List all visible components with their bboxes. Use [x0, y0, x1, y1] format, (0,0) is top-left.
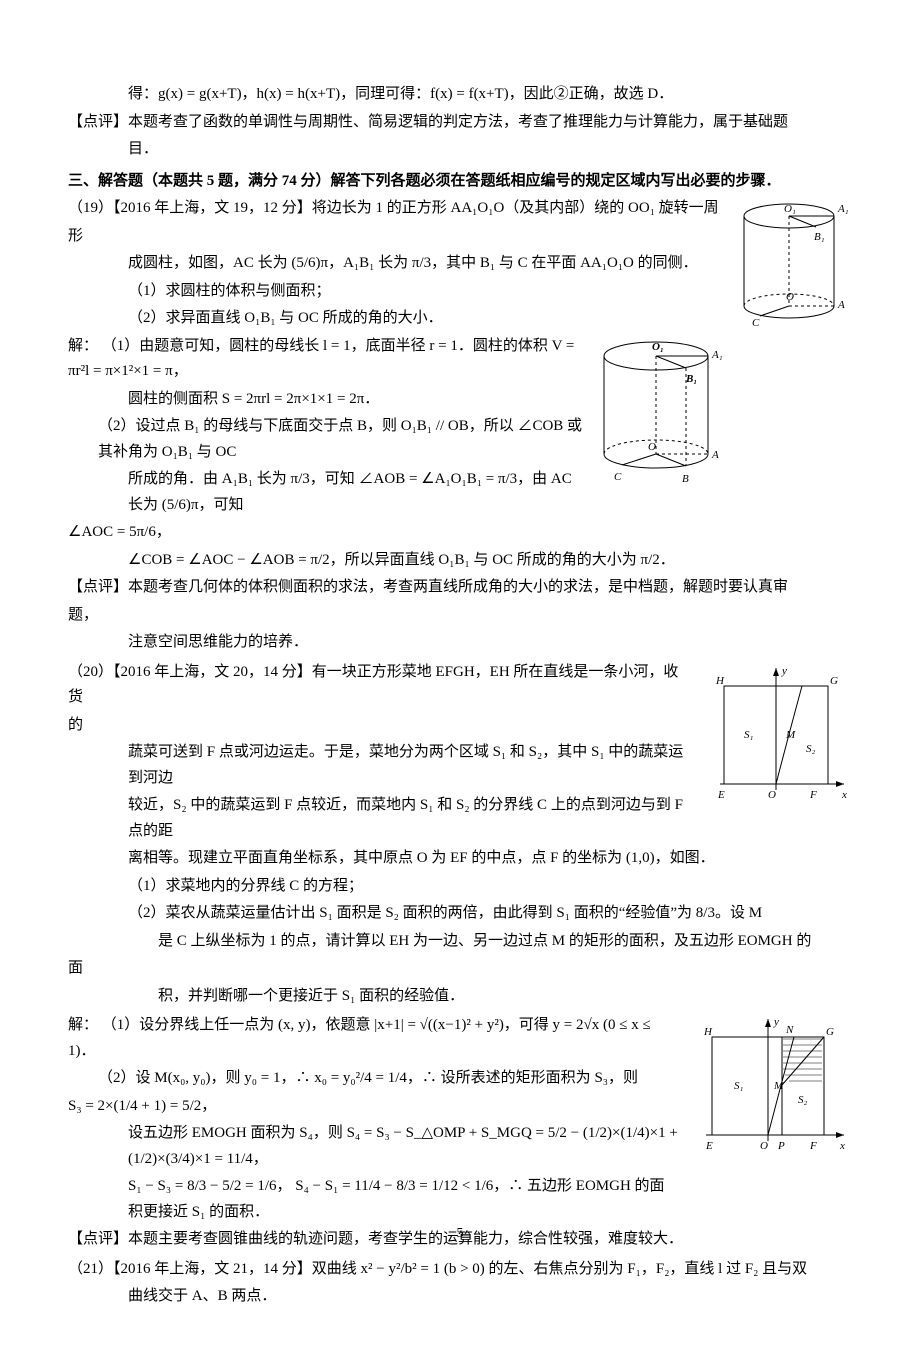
label2-A: A: [711, 449, 719, 461]
label2-O1: O₁: [652, 341, 664, 353]
sq2-H: H: [703, 1026, 713, 1038]
label2-A1: A₁: [711, 349, 723, 361]
sq1-S1: S₁: [744, 729, 754, 741]
q19-sol1a: （1）由题意可知，圆柱的母线长 l = 1，底面半径 r = 1．圆柱的体积 V…: [68, 338, 574, 380]
q19-sol-line: 解： （1）由题意可知，圆柱的母线长 l = 1，底面半径 r = 1．圆柱的体…: [68, 334, 852, 385]
q19-eq2: ∠COB = ∠AOC − ∠AOB = π/2，所以异面直线 O₁B₁ 与 O…: [68, 548, 852, 574]
sq2-P: P: [777, 1140, 785, 1152]
label-O: O: [786, 291, 794, 303]
pre-line1: 得：g(x) = g(x+T)，h(x) = h(x+T)，同理可得：f(x) …: [68, 82, 852, 108]
label2-B1: B₁: [685, 373, 697, 385]
sq1-F: F: [809, 789, 817, 801]
sq2-N: N: [785, 1024, 794, 1036]
pre-line3: 目．: [68, 137, 852, 163]
figure-cylinder-1: O₁ A₁ B₁ O A C: [734, 198, 852, 338]
label-A: A: [837, 299, 845, 311]
figure-square-1: H G E F O M S₁ S₂ x y: [702, 660, 852, 820]
label-B1: B₁: [814, 231, 825, 243]
q20-sub1: （1）求菜地内的分界线 C 的方程；: [68, 874, 852, 900]
q19-sol1b: 圆柱的侧面积 S = 2πrl = 2π×1×1 = 2π．: [68, 387, 852, 413]
q19-eq1: ∠AOC = 5π/6，: [68, 520, 852, 546]
q20-sol-label: 解：: [68, 1017, 98, 1033]
q21-l1: 曲线交于 A、B 两点．: [68, 1284, 852, 1310]
q19-sol2a: （2）设过点 B₁ 的母线与下底面交于点 B，则 O₁B₁ // OB，所以 ∠…: [68, 414, 852, 465]
q19-sol-label: 解：: [68, 338, 98, 354]
section3-title: 三、解答题（本题共 5 题，满分 74 分）解答下列各题必须在答题纸相应编号的规…: [68, 169, 852, 195]
figure-square-2: H N G E O P F M S₁ S₂ x y: [688, 1013, 852, 1173]
sq2-S2: S₂: [798, 1094, 808, 1106]
sq2-y: y: [773, 1016, 779, 1028]
pre-line2: 【点评】本题考查了函数的单调性与周期性、简易逻辑的判定方法，考查了推理能力与计算…: [68, 110, 852, 136]
sq2-M: M: [773, 1080, 784, 1092]
q19-review2: 题，: [68, 603, 852, 629]
q19-review3: 注意空间思维能力的培养．: [68, 630, 852, 656]
figure-cylinder-2: O₁ A₁ B₁ O A B C: [594, 336, 724, 496]
sq1-G: G: [830, 675, 838, 687]
sq2-G: G: [826, 1026, 834, 1038]
label2-B: B: [682, 473, 689, 485]
q20-sol1: （1）设分界线上任一点为 (x, y)，依题意 |x+1| = √((x−1)²…: [68, 1017, 651, 1059]
label-O1: O₁: [784, 203, 796, 215]
q19-review1: 【点评】本题考查几何体的体积侧面积的求法，考查两直线所成角的大小的求法，是中档题…: [68, 575, 852, 601]
sq2-S1: S₁: [734, 1080, 744, 1092]
sq1-S2: S₂: [806, 743, 816, 755]
sq2-O: O: [760, 1140, 768, 1152]
label2-O: O: [648, 441, 656, 453]
q19-sol2b: 所成的角．由 A₁B₁ 长为 π/3，可知 ∠AOB = ∠A₁O₁B₁ = π…: [68, 467, 852, 518]
label-A1: A₁: [837, 203, 849, 215]
sq1-x: x: [841, 789, 847, 801]
sq2-x: x: [839, 1140, 845, 1152]
q20-sub2a: （2）菜农从蔬菜运量估计出 S₁ 面积是 S₂ 面积的两倍，由此得到 S₁ 面积…: [68, 901, 852, 927]
sq1-M: M: [785, 729, 796, 741]
sq1-y: y: [781, 665, 787, 677]
q20-sub2c: 面: [68, 956, 852, 982]
sq1-O: O: [768, 789, 776, 801]
sq2-E: E: [705, 1140, 713, 1152]
label-C: C: [752, 317, 760, 328]
q20-sub2b: 是 C 上纵坐标为 1 的点，请计算以 EH 为一边、另一边过点 M 的矩形的面…: [68, 929, 852, 955]
q21-head: （21）【2016 年上海，文 21，14 分】双曲线 x² − y²/b² =…: [68, 1257, 852, 1283]
sq2-F: F: [809, 1140, 817, 1152]
label2-C: C: [614, 471, 622, 483]
q20-sol2d: S₁ − S₃ = 8/3 − 5/2 = 1/6， S₄ − S₁ = 11/…: [68, 1174, 852, 1225]
sq1-E: E: [717, 789, 725, 801]
page-number: 5: [0, 1222, 920, 1246]
q20-l3: 离相等。现建立平面直角坐标系，其中原点 O 为 EF 的中点，点 F 的坐标为 …: [68, 846, 852, 872]
sq1-H: H: [715, 675, 725, 687]
q20-sub2d: 积，并判断哪一个更接近于 S₁ 面积的经验值．: [68, 984, 852, 1010]
